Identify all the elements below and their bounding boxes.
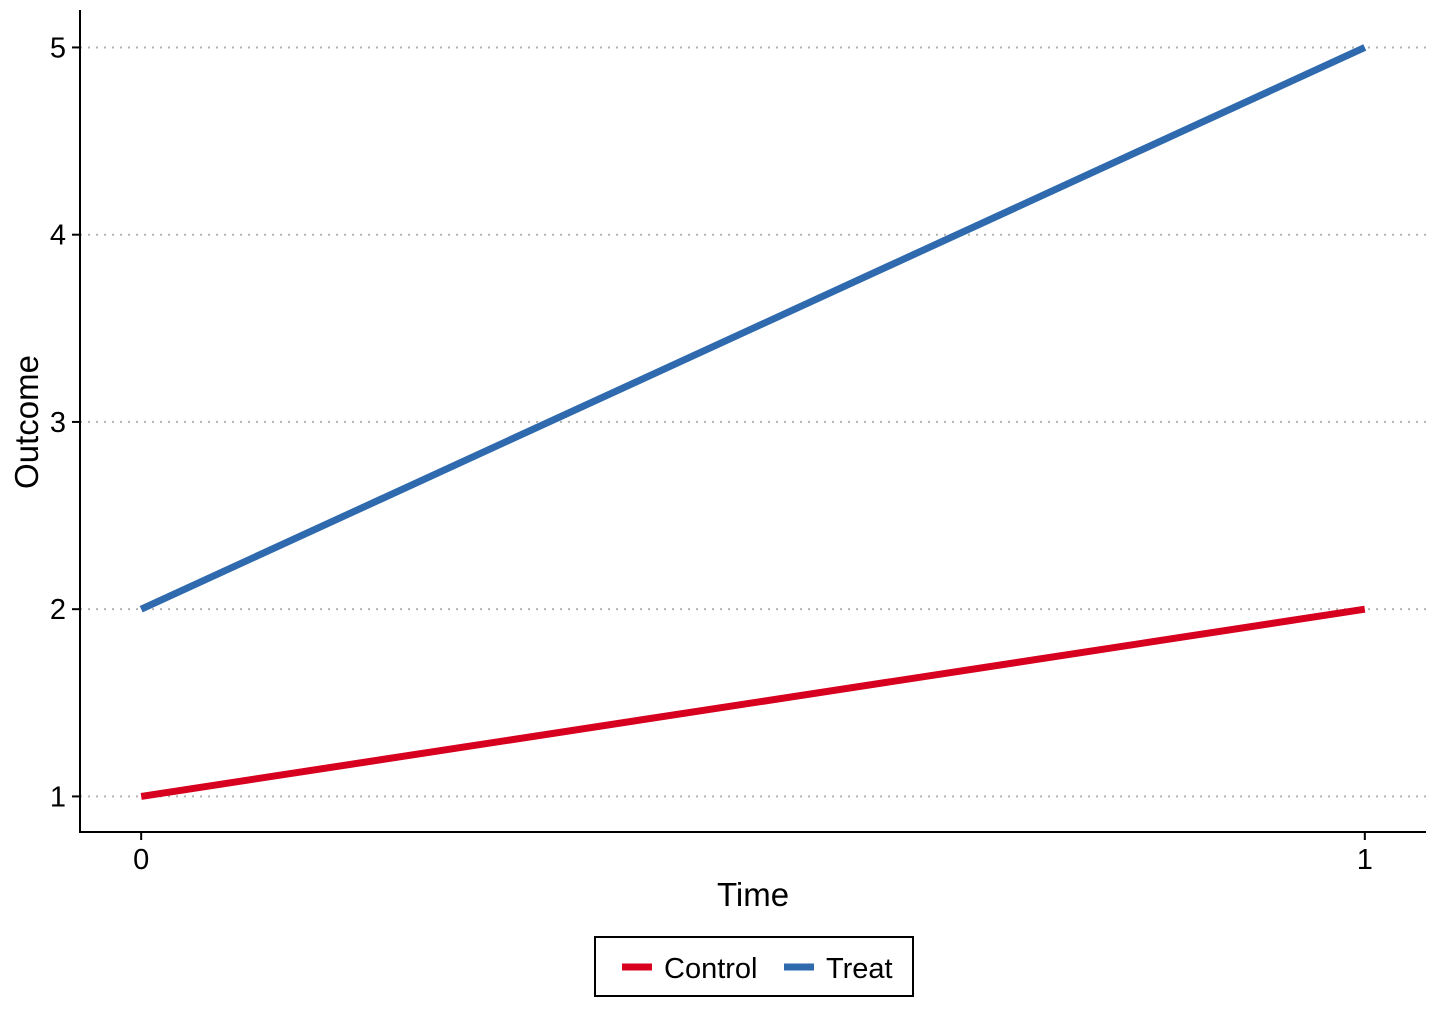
series-line-treat bbox=[139, 44, 1367, 613]
gridlines bbox=[80, 46, 1426, 798]
series-lines bbox=[139, 44, 1367, 800]
y-tick-label: 5 bbox=[50, 32, 66, 64]
series-line-control bbox=[140, 605, 1366, 800]
y-axis-title: Outcome bbox=[8, 355, 45, 489]
x-axis-title: Time bbox=[717, 876, 789, 913]
x-tick-label: 0 bbox=[133, 844, 149, 876]
legend: Control Treat bbox=[594, 936, 914, 997]
axis-ticks: 1 2 3 4 5 0 1 bbox=[50, 32, 1373, 876]
y-tick-label: 2 bbox=[50, 594, 66, 626]
y-tick-label: 1 bbox=[50, 781, 66, 813]
x-tick-label: 1 bbox=[1357, 844, 1373, 876]
legend-label-control: Control bbox=[664, 953, 758, 985]
y-tick-label: 4 bbox=[50, 220, 66, 252]
y-tick-label: 3 bbox=[50, 407, 66, 439]
legend-label-treat: Treat bbox=[826, 953, 893, 985]
